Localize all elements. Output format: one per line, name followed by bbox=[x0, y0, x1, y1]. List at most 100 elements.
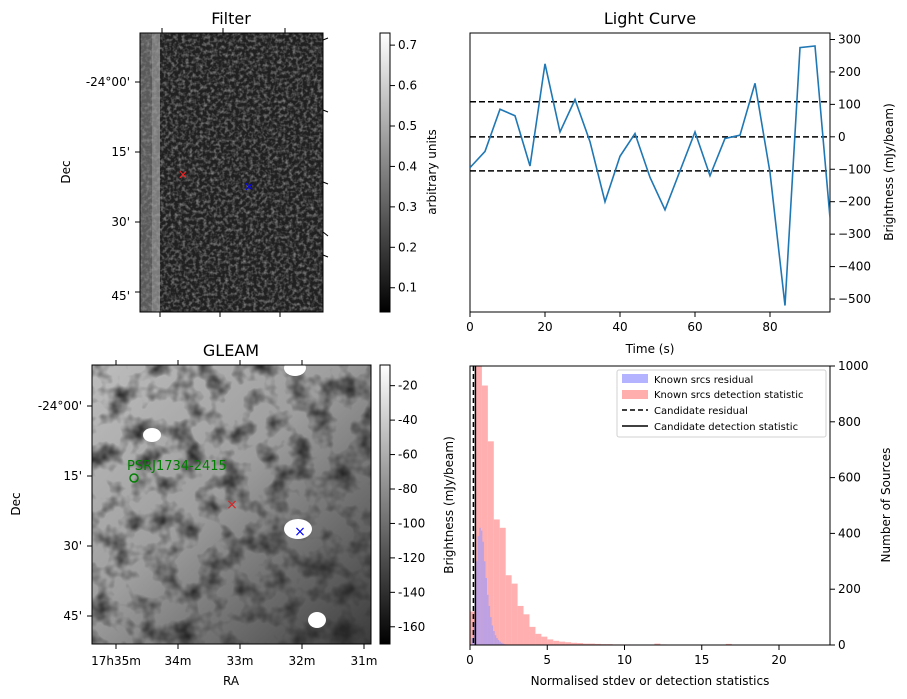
colorbar-tick-label: -160 bbox=[398, 620, 425, 634]
gleam-yaxis: -24°00' 15' 30' 45' Dec bbox=[9, 399, 92, 623]
lightcurve-ytick-label: −100 bbox=[838, 162, 871, 176]
psr-label: PSRJ1734-2415 bbox=[127, 459, 227, 474]
residual-hist-bar bbox=[494, 635, 497, 645]
filter-yaxis: -24°00' 15' 30' 45' Dec bbox=[59, 28, 329, 317]
histogram-right-ylabel: Number of Sources bbox=[879, 448, 893, 563]
lightcurve-ytick-label: −300 bbox=[838, 227, 871, 241]
bright-source bbox=[143, 428, 161, 442]
gleam-xlabel: RA bbox=[223, 674, 240, 688]
gleam-xtick: 32m bbox=[289, 654, 316, 668]
residual-hist-bar bbox=[482, 541, 484, 645]
filter-panel: Filter × × -24°00' 15' 30' 45' Dec bbox=[59, 9, 439, 317]
detection-hist-bar bbox=[571, 642, 578, 645]
gleam-ytick: -24°00' bbox=[38, 399, 82, 413]
gleam-ytick: 30' bbox=[63, 539, 82, 553]
gleam-panel: GLEAM PSRJ1734-2415 × × -24°00' 15' 30' … bbox=[9, 341, 425, 688]
legend-swatch-residual bbox=[622, 374, 648, 383]
detection-hist-bar bbox=[481, 385, 488, 645]
detection-hist-bar bbox=[475, 366, 482, 645]
residual-hist-bar bbox=[476, 561, 478, 645]
histogram-xtick-label: 20 bbox=[771, 653, 786, 667]
detection-hist-bar bbox=[505, 575, 512, 645]
filter-ytick: 45' bbox=[111, 289, 130, 303]
known-source-marker: × bbox=[178, 168, 188, 182]
detection-hist-bar bbox=[511, 583, 518, 645]
histogram-xlabel: Normalised stdev or detection statistics bbox=[531, 674, 770, 688]
lightcurve-xtick-label: 20 bbox=[537, 320, 552, 334]
residual-hist-bar bbox=[477, 536, 480, 645]
detection-hist-bar bbox=[583, 643, 589, 645]
colorbar-tick-label: -60 bbox=[398, 448, 418, 462]
detection-hist-bar bbox=[654, 643, 661, 645]
lightcurve-ytick-label: −400 bbox=[838, 260, 871, 274]
histogram-ytick-label: 0 bbox=[838, 638, 846, 652]
lightcurve-panel: Light Curve 0 20 40 60 80 300 200 100 0 −100 −200… bbox=[466, 9, 896, 356]
lightcurve-ytick-label: 200 bbox=[838, 65, 861, 79]
lightcurve-ylabel: Brightness (mJy/beam) bbox=[882, 103, 896, 241]
lightcurve-ytick-label: 0 bbox=[838, 130, 846, 144]
colorbar-tick-label: 0.2 bbox=[398, 240, 417, 254]
residual-hist-bar bbox=[471, 638, 474, 645]
detection-hist-bar bbox=[565, 642, 572, 645]
colorbar-tick-label: 0.7 bbox=[398, 38, 417, 52]
colorbar-tick-label: 0.5 bbox=[398, 119, 417, 133]
psr-marker bbox=[129, 473, 139, 483]
candidate-marker: × bbox=[244, 180, 254, 194]
bright-source bbox=[284, 519, 312, 539]
lightcurve-ytick-label: 300 bbox=[838, 32, 861, 46]
lightcurve-xtick-label: 60 bbox=[687, 320, 702, 334]
gleam-colorbar: -20 -40 -60 -80 -100 -120 -140 -160 bbox=[379, 364, 425, 645]
lightcurve-ytick-label: 100 bbox=[838, 97, 861, 111]
candidate-marker: × bbox=[294, 524, 306, 540]
detection-hist-bar bbox=[523, 614, 530, 645]
residual-hist-bar bbox=[485, 578, 487, 645]
filter-ytick: -24°00' bbox=[86, 75, 130, 89]
gleam-xtick: 17h35m bbox=[91, 654, 141, 668]
detection-hist-bar bbox=[493, 519, 500, 645]
histogram-ytick-label: 800 bbox=[838, 415, 861, 429]
colorbar-tick-label: -140 bbox=[398, 585, 425, 599]
detection-hist-bar bbox=[529, 626, 536, 645]
colorbar-tick-label: 0.4 bbox=[398, 159, 417, 173]
legend-item: Known srcs residual bbox=[654, 375, 753, 386]
detection-hist-bar bbox=[541, 636, 548, 645]
histogram-xtick-label: 15 bbox=[694, 653, 709, 667]
legend-swatch-detection bbox=[622, 390, 648, 399]
detection-hist-bar bbox=[547, 639, 554, 645]
lightcurve-xtick-label: 0 bbox=[466, 320, 474, 334]
histogram-left-ylabel: Brightness (mJy/beam) bbox=[442, 436, 456, 574]
filter-colorbar: 0.7 0.6 0.5 0.4 0.3 0.2 0.1 arbitrary units bbox=[379, 32, 439, 313]
lightcurve-xlabel: Time (s) bbox=[625, 342, 675, 356]
gleam-frame bbox=[91, 364, 372, 645]
gleam-xtick: 31m bbox=[351, 654, 378, 668]
residual-hist-bar bbox=[493, 631, 495, 645]
histogram-ytick-label: 600 bbox=[838, 471, 861, 485]
gleam-title: GLEAM bbox=[203, 341, 259, 360]
residual-hist-bar bbox=[490, 617, 492, 645]
legend-item: Candidate residual bbox=[654, 406, 748, 417]
colorbar-tick-label: 0.3 bbox=[398, 200, 417, 214]
detection-hist-bar bbox=[577, 643, 584, 645]
detection-hist-bar bbox=[588, 643, 595, 645]
residual-hist-bar bbox=[500, 642, 503, 645]
detection-hist-bar bbox=[470, 611, 476, 645]
residual-hist-bar bbox=[497, 639, 500, 645]
detection-hist-bar bbox=[594, 643, 601, 645]
lightcurve-xtick-label: 80 bbox=[762, 320, 777, 334]
lightcurve-ytick-label: −500 bbox=[838, 292, 871, 306]
residual-hist-bar bbox=[499, 641, 501, 645]
filter-ytick: 15' bbox=[111, 145, 130, 159]
gleam-image bbox=[92, 365, 371, 644]
residual-hist-bar bbox=[488, 605, 491, 645]
gleam-xtick: 34m bbox=[165, 654, 192, 668]
filter-colorbar-label: arbitrary units bbox=[425, 129, 439, 215]
detection-hist-bar bbox=[535, 633, 542, 645]
gleam-ylabel: Dec bbox=[9, 492, 23, 515]
filter-ylabel: Dec bbox=[59, 160, 73, 183]
colorbar-tick-label: 0.6 bbox=[398, 79, 417, 93]
histogram-frame bbox=[469, 365, 831, 646]
residual-hist-bar bbox=[496, 638, 498, 645]
detection-hist-bar bbox=[517, 605, 524, 645]
known-source-marker: × bbox=[226, 497, 238, 513]
gleam-xaxis: 17h35m 34m 33m 32m 31m RA bbox=[91, 360, 377, 688]
